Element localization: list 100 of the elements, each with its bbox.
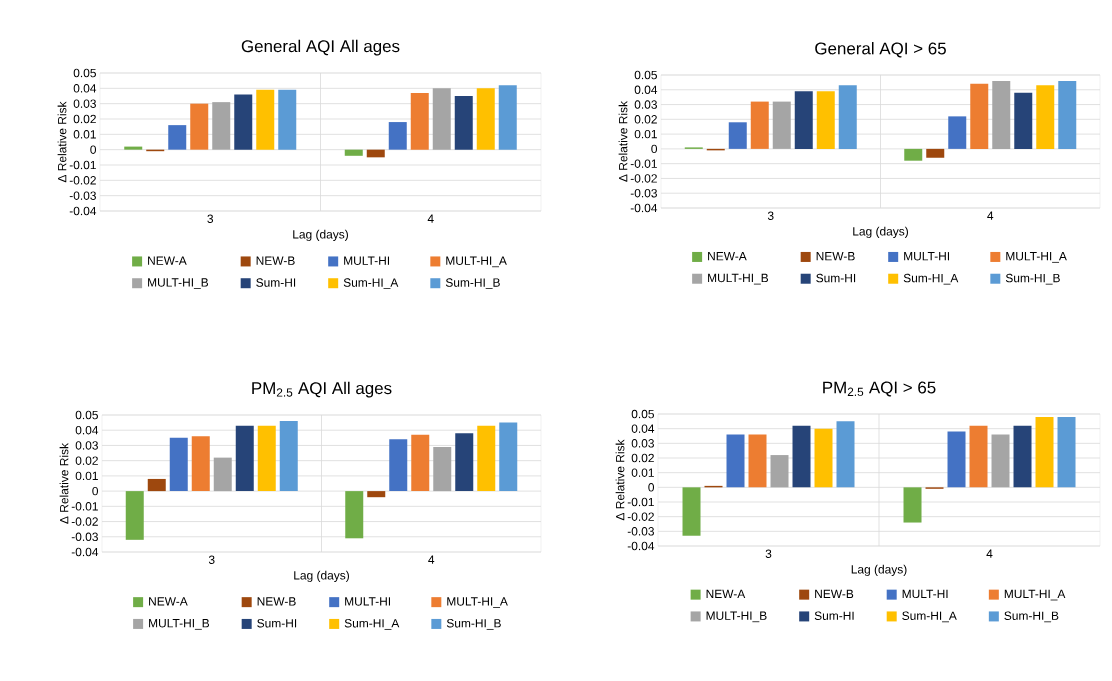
bar (794, 91, 813, 149)
bar (476, 88, 495, 150)
y-axis-title: Δ Relative Risk (57, 101, 67, 183)
y-tick-label: -0.03 (71, 532, 98, 541)
bar (256, 89, 275, 150)
legend-label: NEW-B (257, 597, 296, 606)
x-tick-label: 4 (986, 549, 993, 558)
legend-label: MULT-HI (902, 589, 948, 599)
bar (1036, 85, 1055, 149)
bar (499, 422, 518, 492)
y-tick-label: 0 (648, 483, 655, 492)
legend-label: Sum-HI_B (446, 619, 501, 630)
y-tick-label: 0.04 (634, 85, 658, 94)
legend-label: MULT-HI_A (446, 256, 507, 268)
bar (125, 491, 144, 540)
bar (389, 439, 408, 492)
x-tick-label: 3 (208, 555, 215, 564)
bar (455, 433, 474, 492)
bar (838, 85, 857, 149)
legend-label: MULT-HI_B (706, 611, 767, 623)
x-tick-label: 4 (427, 214, 434, 223)
y-tick-label: 0 (90, 145, 97, 154)
bar (190, 103, 209, 150)
y-tick-label: 0.04 (73, 84, 97, 93)
bar (498, 85, 517, 150)
bar (948, 116, 967, 149)
legend-label: MULT-HI_B (149, 619, 210, 630)
y-tick-label: 0.02 (631, 453, 654, 463)
y-tick-label: -0.02 (630, 174, 657, 183)
bar (454, 96, 473, 150)
legend-label: Sum-HI_A (343, 278, 399, 290)
bar (278, 89, 297, 150)
bar (772, 101, 791, 149)
y-tick-label: 0.01 (73, 130, 96, 139)
bar (1014, 92, 1033, 149)
bar (947, 431, 966, 488)
bar (748, 434, 767, 488)
y-tick-label: -0.03 (69, 191, 96, 200)
y-tick-label: 0.04 (631, 424, 655, 433)
bar (991, 434, 1010, 488)
bar (992, 80, 1011, 149)
bar (728, 122, 747, 149)
x-tick-label: 3 (207, 214, 214, 223)
x-axis-title: Lag (days) (294, 570, 349, 582)
y-tick-label: 0.01 (75, 471, 98, 481)
legend-label: Sum-HI (816, 273, 856, 283)
bar (750, 101, 769, 149)
bar (816, 91, 835, 149)
y-tick-label: 0.02 (634, 115, 657, 124)
y-tick-label: -0.01 (71, 502, 98, 511)
legend-label: Sum-HI (257, 619, 297, 628)
y-tick-label: 0.05 (75, 410, 98, 420)
y-tick-label: -0.04 (69, 206, 97, 216)
y-tick-label: -0.04 (71, 547, 99, 557)
bar (1058, 80, 1077, 149)
x-tick-label: 3 (765, 549, 772, 558)
bar (1035, 416, 1054, 488)
chart-title: PM$_{2.5}$ AQI > 65 (823, 381, 936, 397)
y-axis-title: Δ Relative Risk (59, 442, 69, 524)
bar (433, 446, 452, 492)
y-tick-label: 0.05 (631, 409, 654, 419)
y-tick-label: 0.03 (73, 99, 96, 108)
bar (410, 92, 429, 150)
bar (234, 94, 253, 150)
x-axis-title: Lag (days) (851, 564, 907, 576)
x-tick-label: 4 (428, 555, 435, 564)
legend-label: MULT-HI (344, 256, 390, 265)
y-tick-label: 0.04 (75, 426, 99, 435)
y-axis-title: Δ Relative Risk (615, 439, 625, 521)
bar (168, 125, 187, 150)
bar (191, 436, 210, 492)
bar (411, 434, 430, 492)
y-tick-label: 0.05 (634, 70, 657, 80)
bar (345, 491, 364, 539)
bar (235, 425, 254, 492)
bar (726, 434, 745, 488)
y-tick-label: 0.05 (73, 68, 96, 78)
legend-label: Sum-HI_B (1004, 611, 1059, 623)
bar (147, 478, 166, 492)
y-tick-label: 0.02 (75, 456, 98, 465)
bar (682, 487, 701, 536)
bar (367, 491, 386, 498)
legend-label: Sum-HI_B (445, 278, 500, 290)
legend-label: Sum-HI (814, 611, 854, 620)
legend-label: MULT-HI_A (1004, 589, 1066, 601)
bar (124, 146, 143, 150)
y-tick-label: -0.02 (627, 512, 654, 521)
bar (903, 487, 922, 523)
legend-label: NEW-B (815, 589, 854, 599)
bar (279, 421, 298, 492)
legend-label: Sum-HI_A (902, 611, 957, 623)
y-tick-label: 0.03 (631, 439, 654, 448)
legend-label: MULT-HI (904, 252, 950, 261)
legend-label: MULT-HI_A (447, 597, 508, 608)
y-tick-label: 0.01 (634, 129, 657, 139)
y-tick-label: 0.03 (634, 100, 657, 109)
legend-label: MULT-HI (345, 597, 391, 606)
bar (212, 102, 231, 150)
y-tick-label: -0.01 (69, 160, 96, 170)
legend-label: Sum-HI_B (1005, 273, 1060, 285)
